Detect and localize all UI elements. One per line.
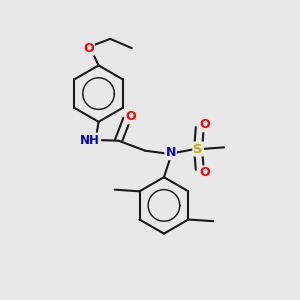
Text: O: O bbox=[83, 42, 94, 55]
Text: NH: NH bbox=[80, 134, 100, 146]
Text: S: S bbox=[193, 142, 203, 155]
Text: O: O bbox=[200, 118, 210, 131]
Text: O: O bbox=[126, 110, 136, 123]
Text: O: O bbox=[200, 167, 210, 179]
Text: N: N bbox=[165, 146, 176, 159]
